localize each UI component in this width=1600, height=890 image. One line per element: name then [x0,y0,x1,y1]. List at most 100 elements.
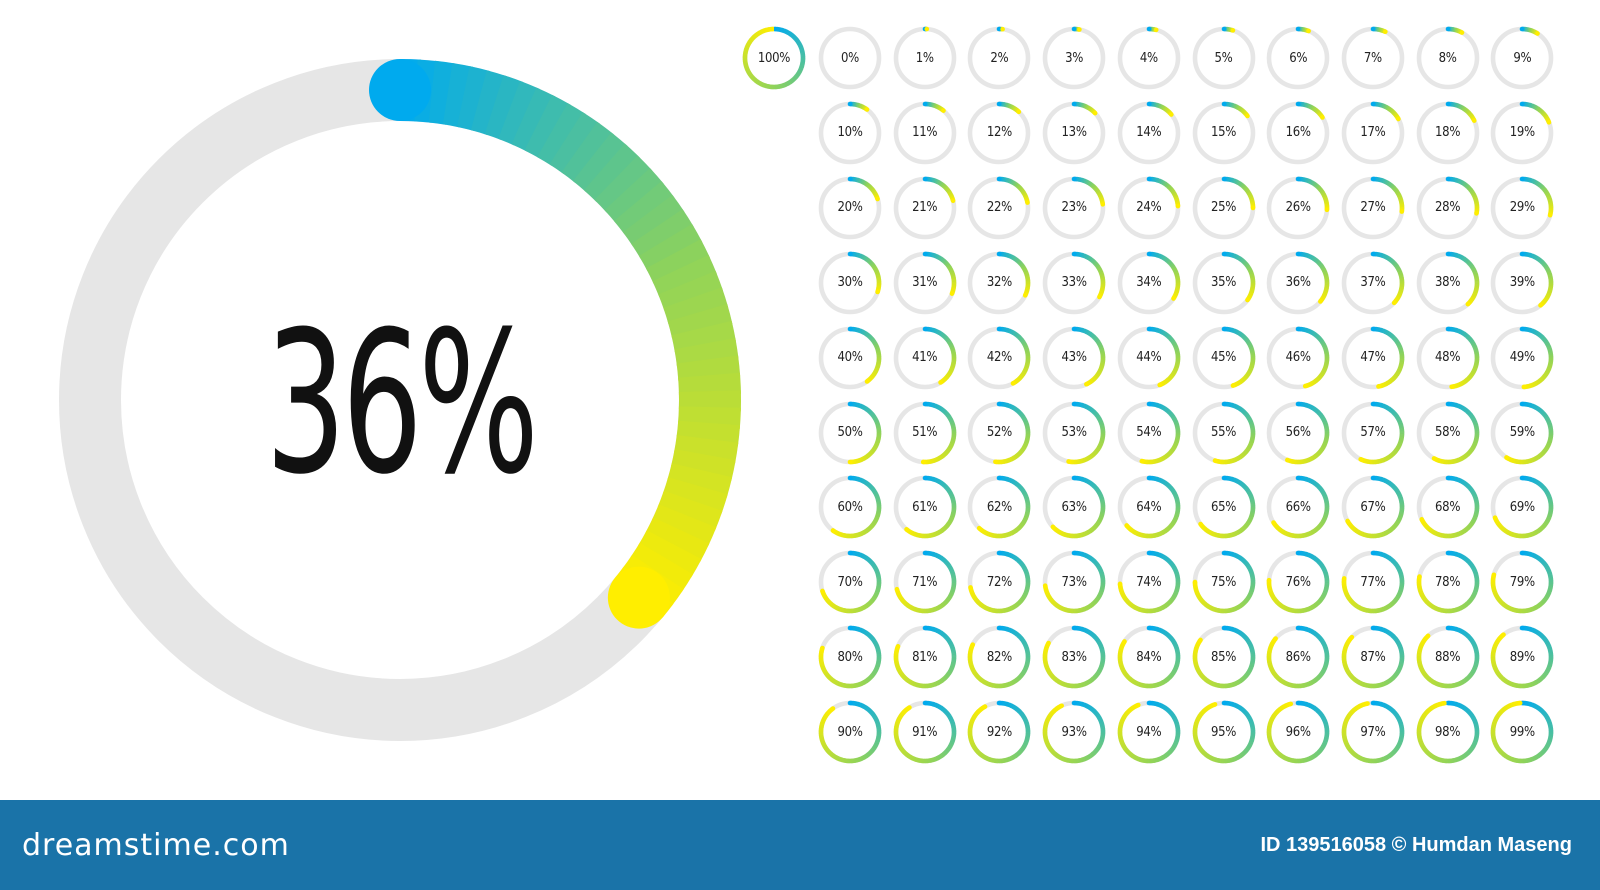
progress-ring-item: 76% [1264,548,1332,616]
progress-ring-arc [997,251,1031,298]
progress-ring-arc [1445,326,1479,389]
progress-ring [1042,251,1106,314]
progress-ring-arc-cap [950,198,956,203]
progress-ring [1341,251,1405,314]
progress-ring-arc-cap [864,107,870,112]
progress-ring-arc-cap [1459,30,1464,35]
progress-ring-arc [1295,251,1330,304]
progress-ring-arc-cap [1000,26,1006,32]
progress-ring-item: 9% [1488,24,1556,92]
progress-ring-arc-cap [1445,251,1450,256]
progress-ring-arc-cap [1445,326,1450,331]
progress-ring-item: 77% [1339,548,1407,616]
progress-ring-label: 52% [986,425,1012,440]
progress-ring-label: 6% [1289,50,1308,66]
progress-ring-arc-cap [1221,176,1226,182]
progress-ring-arc-cap [1023,292,1028,298]
progress-ring-label: 72% [986,574,1012,590]
progress-ring-item: 47% [1339,324,1407,392]
progress-ring-arc-cap [1399,209,1404,214]
progress-ring-label: 30% [837,275,863,291]
progress-ring-arc [1295,26,1312,34]
progress-ring-item: 7% [1339,24,1407,92]
progress-ring-arc-cap [847,101,853,107]
progress-ring-grid: 100% 0% 1% 2% 3% 4% 5% 6% 7% 8% 9% 10% 11% 12% 13% 14% 1… [742,24,1556,764]
progress-ring [1490,101,1554,165]
progress-ring-label: 26% [1285,200,1311,216]
progress-ring-arc-cap [847,326,853,331]
progress-ring-label: 56% [1285,425,1311,440]
progress-ring [1416,26,1479,90]
progress-ring-label: 57% [1360,425,1386,440]
progress-ring-arc [1071,326,1106,387]
progress-ring-arc-cap [1250,205,1255,211]
progress-ring-arc-cap [1100,201,1106,207]
progress-ring-label: 23% [1061,200,1087,216]
progress-ring-arc [847,326,882,384]
progress-ring-arc-cap [1465,301,1470,307]
progress-ring-arc-cap [1221,101,1226,107]
progress-ring-arc [1370,176,1405,214]
progress-ring-label: 55% [1210,425,1237,440]
progress-ring-arc-cap [1295,176,1301,182]
progress-ring-item: 8% [1414,24,1482,92]
progress-ring-item: 19% [1488,99,1556,167]
progress-ring-arc [1221,176,1255,211]
progress-ring-label: 4% [1139,50,1158,66]
progress-ring-label: 64% [1136,499,1162,515]
progress-ring-item: 56% [1264,399,1332,467]
progress-ring-arc-cap [1519,176,1525,182]
progress-ring-item: 50% [816,399,884,467]
progress-ring-label: 66% [1285,499,1311,515]
progress-ring-label: 42% [986,350,1012,366]
progress-ring-label: 9% [1513,50,1532,66]
progress-ring [893,101,956,165]
progress-ring-arc [920,401,956,464]
progress-ring-item: 4% [1115,24,1183,92]
progress-ring-label: 27% [1360,200,1386,216]
progress-ring-label: 19% [1509,125,1535,141]
progress-ring-arc [1370,326,1405,389]
progress-ring-arc-cap [1448,384,1454,389]
progress-ring-item: 62% [965,473,1033,541]
progress-ring-arc [1071,176,1106,207]
progress-ring-arc-cap [847,459,853,464]
progress-ring-item: 74% [1115,548,1183,616]
progress-ring-arc-cap [1071,251,1077,256]
progress-ring-item: 21% [891,174,959,242]
progress-ring-item: 83% [1040,623,1108,691]
progress-ring-label: 1% [915,50,934,66]
progress-ring-arc-cap [997,101,1002,107]
progress-ring [1266,326,1330,389]
progress-ring-arc [1519,176,1554,218]
progress-ring-label: 82% [986,649,1012,665]
progress-ring-label: 38% [1435,275,1461,291]
progress-ring-item: 23% [1040,174,1108,242]
progress-ring-arc [1519,251,1554,308]
progress-ring-arc-cap [1025,200,1031,205]
progress-ring-label: 67% [1360,499,1386,515]
progress-ring-arc-cap [1295,101,1301,107]
progress-ring-item: 36% [1264,249,1332,317]
progress-ring-item: 63% [1040,473,1108,541]
progress-ring-arc-cap [1519,101,1525,107]
progress-ring-item: 35% [1190,249,1258,317]
progress-ring [818,176,882,240]
progress-ring-arc [1146,326,1181,387]
progress-ring-label: 32% [986,275,1012,291]
progress-ring-item: 64% [1115,473,1183,541]
progress-ring-arc-cap [1391,300,1397,305]
progress-ring-label: 48% [1435,350,1461,366]
progress-ring-label: 43% [1061,350,1087,366]
progress-ring-arc-cap [847,176,853,182]
progress-ring-item: 71% [891,548,959,616]
progress-ring-item: 67% [1339,473,1407,541]
progress-ring-arc-cap [1077,27,1082,32]
progress-ring-arc-cap [1546,119,1552,125]
progress-ring-label: 58% [1435,425,1461,440]
progress-ring-item: 11% [891,99,959,167]
progress-ring-label: 17% [1360,125,1386,141]
progress-ring-arc [1071,26,1082,32]
main-ring-arc-cap [607,566,670,629]
progress-ring-arc-cap [1519,251,1525,256]
